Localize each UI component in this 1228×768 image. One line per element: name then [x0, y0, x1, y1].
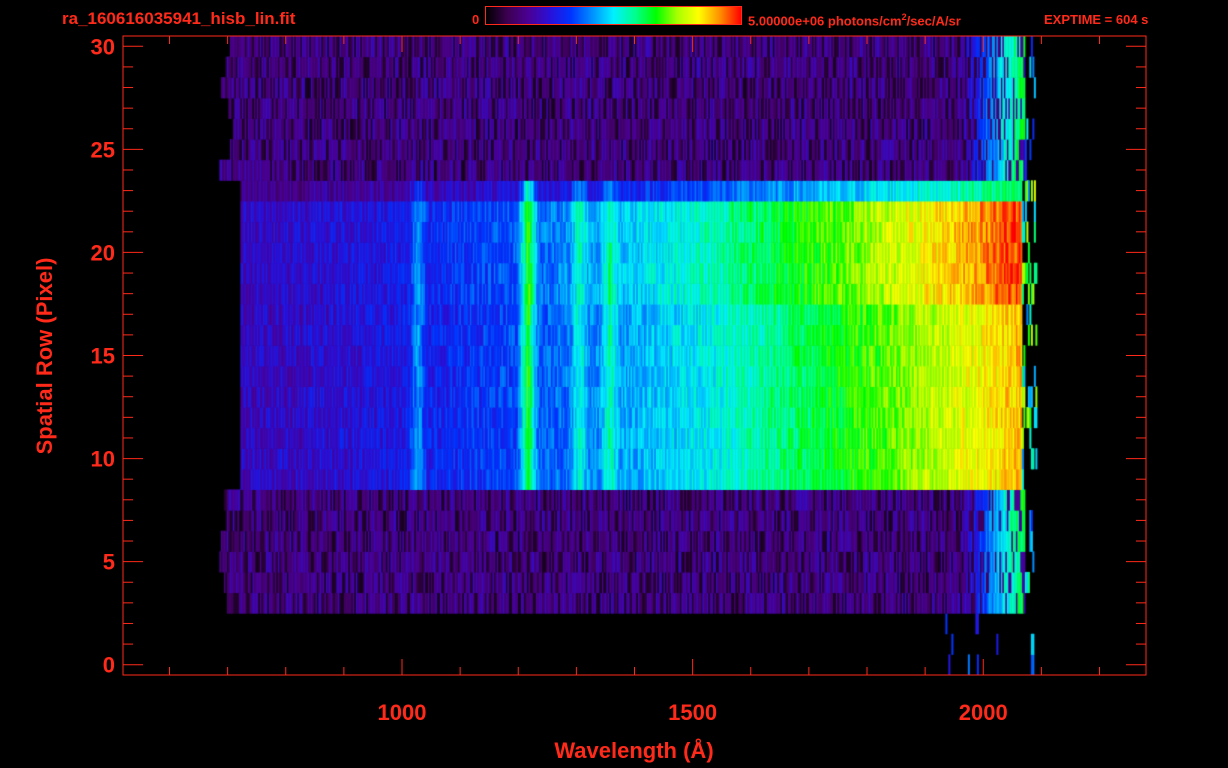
y-tick-label: 0 — [103, 653, 115, 678]
colorbar-max-value: 5.00000e+06 photons/cm — [748, 13, 902, 29]
file-title: ra_160616035941_hisb_lin.fit — [62, 9, 296, 28]
x-tick-label: 1500 — [668, 700, 717, 725]
exposure-time: EXPTIME = 604 s — [1044, 12, 1149, 27]
colorbar-unit-suffix: /sec/A/sr — [906, 13, 961, 29]
heatmap-image — [123, 36, 1146, 675]
axis-ticks: 1000 1500 2000 0 5 10 15 20 25 30 — [91, 34, 1146, 725]
y-tick-label: 20 — [91, 240, 115, 265]
y-tick-label: 30 — [91, 34, 115, 59]
x-axis-title: Wavelength (Å) — [554, 737, 713, 763]
heatmap-raster — [123, 36, 1146, 675]
y-tick-label: 25 — [91, 137, 115, 162]
y-tick-label: 10 — [91, 447, 115, 472]
colorbar-unit-exponent: 2 — [901, 12, 907, 22]
y-axis-title: Spatial Row (Pixel) — [32, 258, 57, 455]
colorbar — [485, 6, 742, 25]
x-tick-label: 1000 — [378, 700, 427, 725]
colorbar-min-label: 0 — [472, 12, 480, 27]
y-tick-label: 5 — [103, 550, 115, 575]
y-tick-label: 15 — [91, 344, 115, 369]
colorbar-max-label: 5.00000e+06 photons/cm2/sec/A/sr — [748, 12, 961, 28]
x-tick-label: 2000 — [959, 700, 1008, 725]
